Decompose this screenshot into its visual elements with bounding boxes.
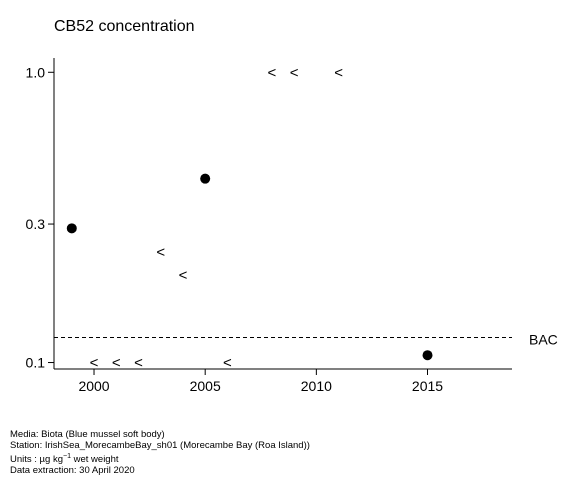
units-exponent: −1 (63, 453, 71, 460)
data-point-less-than: < (179, 267, 188, 284)
footer-station: Station: IrishSea_MorecambeBay_sh01 (Mor… (10, 440, 310, 451)
units-prefix: Units : µg kg (10, 454, 63, 466)
ticks: 2000 2005 2010 2015 0.1 0.3 1.0 (26, 64, 444, 394)
chart-title: CB52 concentration (54, 18, 195, 35)
data-point-less-than: < (112, 355, 121, 372)
data-point-less-than: < (334, 64, 343, 81)
data-point-less-than: < (223, 355, 232, 372)
y-tick-label: 1.0 (26, 64, 46, 80)
data-point-measured (200, 173, 211, 184)
y-tick-label: 0.1 (26, 355, 46, 371)
footer-media: Media: Biota (Blue mussel soft body) (10, 429, 165, 440)
data-point-measured (66, 223, 77, 234)
data-point-less-than: < (134, 355, 143, 372)
plot-area: 2000 2005 2010 2015 0.1 0.3 1.0 BAC < < < < < < < < < (26, 58, 558, 394)
data-point-less-than: < (268, 64, 277, 81)
data-point-less-than: < (156, 244, 165, 261)
units-suffix: wet weight (70, 454, 119, 466)
bac-label: BAC (529, 331, 558, 347)
footer-notes: Media: Biota (Blue mussel soft body) Sta… (10, 429, 310, 476)
data-point-measured (422, 350, 433, 361)
axes (53, 58, 512, 370)
footer-units: Units : µg kg−1 wet weight (10, 451, 310, 465)
x-tick-label: 2000 (78, 378, 109, 394)
x-tick-label: 2010 (301, 378, 332, 394)
data-point-less-than: < (90, 355, 99, 372)
y-tick-label: 0.3 (26, 216, 46, 232)
data-marks: < < < < < < < < < (66, 64, 433, 372)
x-tick-label: 2015 (412, 378, 443, 394)
footer-extraction: Data extraction: 30 April 2020 (10, 465, 135, 477)
reference-lines: BAC (54, 331, 558, 347)
data-point-less-than: < (290, 64, 299, 81)
x-tick-label: 2005 (190, 378, 221, 394)
